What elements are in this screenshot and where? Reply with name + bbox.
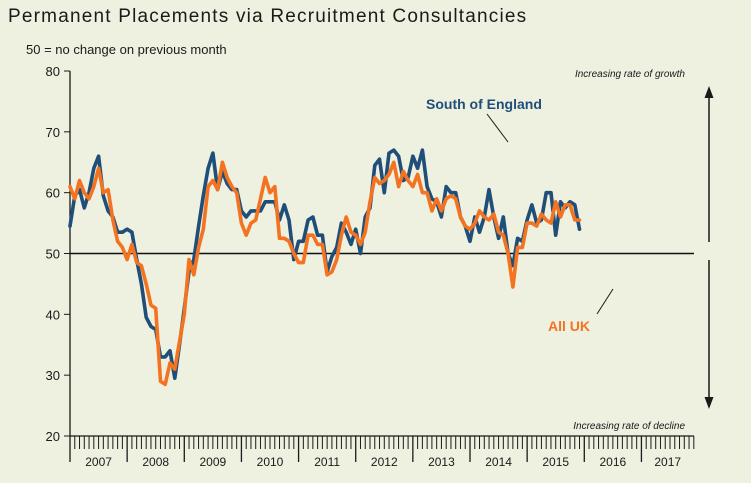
x-year-label: 2011 [314, 455, 340, 469]
series-label-south-of-england: South of England [426, 96, 542, 112]
y-tick-label: 70 [46, 125, 60, 140]
decline-arrow [704, 260, 714, 409]
growth-arrow [704, 86, 714, 242]
labels-layer: 2007 2008 2009 2010 2011 2012 2013 2014 2015 2016… [85, 455, 681, 469]
x-year-label: 2010 [257, 455, 284, 469]
annotation-growth: Increasing rate of growth [575, 69, 685, 80]
chart-title: Permanent Placements via Recruitment Con… [8, 6, 527, 27]
y-tick-label: 60 [46, 186, 60, 201]
x-year-label: 2016 [600, 455, 627, 469]
x-year-label: 2013 [428, 455, 455, 469]
series-label-all-uk: All UK [548, 318, 590, 334]
x-year-label: 2012 [371, 455, 398, 469]
x-year-label: 2015 [542, 455, 569, 469]
series-line-all-uk [68, 160, 582, 387]
chart-subtitle: 50 = no change on previous month [26, 42, 227, 57]
series-pointer-south-of-england [486, 113, 509, 143]
series-pointer-all-uk [596, 288, 614, 315]
x-year-label: 2014 [485, 455, 512, 469]
y-tick-label: 40 [46, 307, 60, 322]
y-tick-label: 30 [46, 368, 60, 383]
x-year-label: 2008 [142, 455, 169, 469]
y-tick-label: 50 [46, 247, 60, 262]
y-tick-label: 80 [46, 64, 60, 79]
annotation-decline: Increasing rate of decline [573, 421, 685, 432]
y-tick-label: 20 [46, 429, 60, 444]
plot-area: 20 30 40 50 60 70 80 [46, 64, 695, 462]
x-year-label: 2009 [200, 455, 227, 469]
x-year-label: 2007 [85, 455, 112, 469]
series-layer [68, 148, 582, 387]
x-year-label: 2017 [654, 455, 681, 469]
